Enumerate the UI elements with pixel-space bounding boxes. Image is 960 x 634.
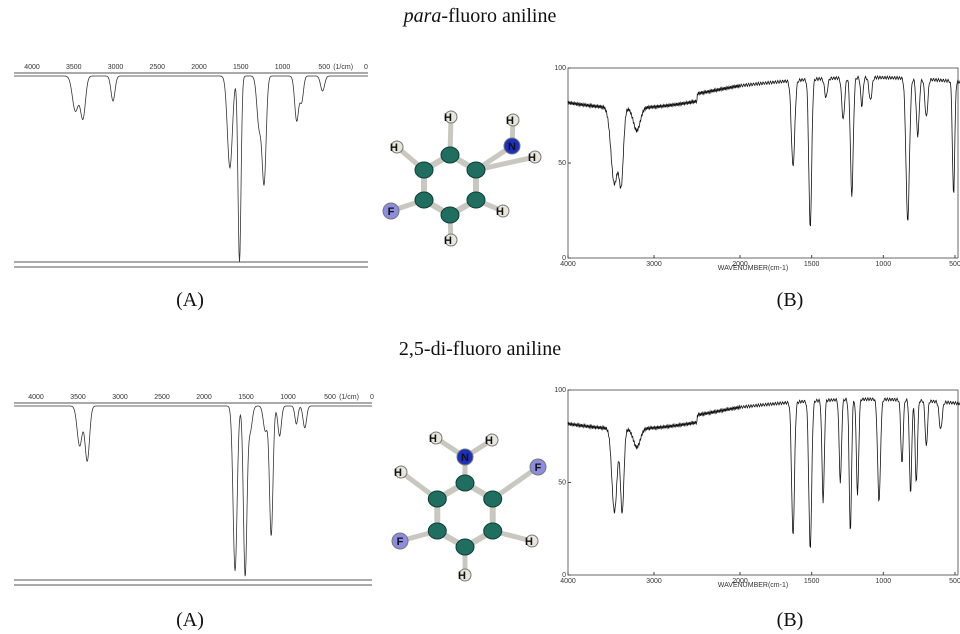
x-tick-label: 1000 xyxy=(876,261,892,268)
panel-label: (A) xyxy=(176,289,204,311)
carbon-atom xyxy=(456,475,474,491)
y-tick-label: 100 xyxy=(554,65,566,72)
atom-label: H xyxy=(444,112,452,124)
x-tick-label: 1500 xyxy=(804,578,820,585)
carbon-atom xyxy=(467,162,485,178)
x-axis-label: WAVENUMBER(cm-1) xyxy=(718,265,788,272)
x-tick-label: 1500 xyxy=(804,261,820,268)
figure-title: 2,5-di-fluoro aniline xyxy=(399,338,561,360)
x-tick-label: 500 xyxy=(949,261,960,268)
spectrum-curve xyxy=(568,398,960,548)
x-tick-label: 2000 xyxy=(191,64,207,71)
x-tick-label: 3000 xyxy=(646,578,662,585)
x-tick-label: 4000 xyxy=(560,261,576,268)
x-tick-label: 1000 xyxy=(876,578,892,585)
x-tick-label: 3000 xyxy=(112,394,128,401)
atom-label: F xyxy=(397,536,404,548)
carbon-atom xyxy=(415,162,433,178)
carbon-atom xyxy=(428,491,446,507)
atom-label: N xyxy=(508,141,516,153)
unit-label: (1/cm) xyxy=(333,64,353,71)
plot-frame xyxy=(568,390,958,575)
title-italic: para xyxy=(402,5,442,27)
x-tick-label: 4000 xyxy=(560,578,576,585)
carbon-atom xyxy=(456,539,474,555)
spectrum-curve xyxy=(14,406,372,576)
spectrum-curve xyxy=(568,76,960,226)
y-tick-label: 100 xyxy=(554,387,566,394)
x-tick-label: 3000 xyxy=(108,64,124,71)
x-tick-label: 0 xyxy=(370,394,374,401)
atom-label: H xyxy=(458,570,466,582)
atom-label: H xyxy=(485,435,493,447)
carbon-atom xyxy=(428,523,446,539)
x-tick-label: 2500 xyxy=(149,64,165,71)
x-tick-label: 500 xyxy=(318,64,330,71)
unit-label: (1/cm) xyxy=(339,394,359,401)
figure: para-fluoro aniline 4000 3500 3000 2500 2000 1… xyxy=(0,0,960,634)
x-tick-label: 1000 xyxy=(280,394,296,401)
atom-label: F xyxy=(535,462,542,474)
carbon-atom xyxy=(441,147,459,163)
x-tick-label: 4000 xyxy=(28,394,44,401)
x-tick-label: 2500 xyxy=(154,394,170,401)
figure-title: para-fluoro aniline xyxy=(402,5,557,27)
carbon-atom xyxy=(484,523,502,539)
atom-label: H xyxy=(496,206,504,218)
spectrum-curve xyxy=(14,76,368,262)
x-axis-label: WAVENUMBER(cm-1) xyxy=(718,582,788,589)
x-tick-label: 3000 xyxy=(646,261,662,268)
atom-label: H xyxy=(429,433,437,445)
carbon-atom xyxy=(467,192,485,208)
carbon-atom xyxy=(484,491,502,507)
x-tick-label: 1500 xyxy=(233,64,249,71)
y-tick-label: 50 xyxy=(558,480,566,487)
atom-label: H xyxy=(525,536,533,548)
atom-label: H xyxy=(444,235,452,247)
x-tick-label: 500 xyxy=(949,578,960,585)
y-tick-label: 50 xyxy=(558,160,566,167)
panel-label: (A) xyxy=(176,609,204,631)
title-text: 2,5-di-fluoro aniline xyxy=(399,338,561,360)
atom-label: F xyxy=(388,206,395,218)
atom-label: H xyxy=(528,152,536,164)
x-tick-label: 2000 xyxy=(196,394,212,401)
page: para-fluoro aniline 4000 3500 3000 2500 2000 1… xyxy=(0,0,960,634)
x-tick-label: 1500 xyxy=(238,394,254,401)
x-tick-label: 4000 xyxy=(24,64,40,71)
atom-label: N xyxy=(461,452,469,464)
title-text: -fluoro aniline xyxy=(441,5,556,27)
atom-label: H xyxy=(390,142,398,154)
x-tick-label: 1000 xyxy=(275,64,291,71)
plot-frame xyxy=(568,68,958,258)
x-tick-label: 3500 xyxy=(66,64,82,71)
carbon-atom xyxy=(441,207,459,223)
x-tick-label: 0 xyxy=(364,64,368,71)
atom-label: H xyxy=(394,467,402,479)
x-tick-label: 3500 xyxy=(70,394,86,401)
atom-label: H xyxy=(506,115,514,127)
carbon-atom xyxy=(415,192,433,208)
panel-label: (B) xyxy=(777,609,804,631)
x-tick-label: 500 xyxy=(324,394,336,401)
panel-label: (B) xyxy=(777,289,804,311)
